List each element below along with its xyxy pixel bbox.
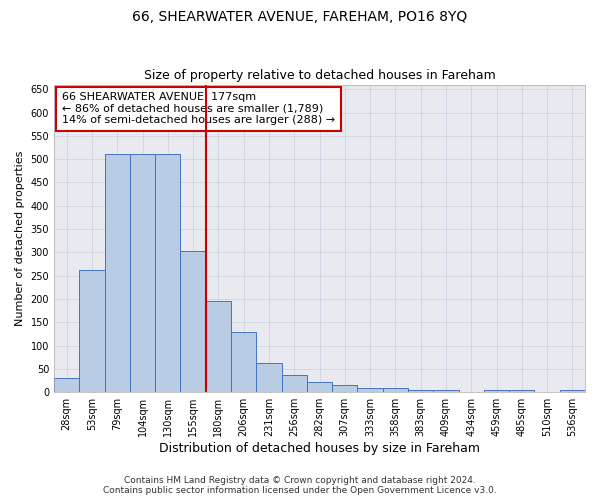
Bar: [54, 378, 79, 392]
Title: Size of property relative to detached houses in Fareham: Size of property relative to detached ho…: [143, 69, 496, 82]
Bar: [509, 390, 535, 392]
Y-axis label: Number of detached properties: Number of detached properties: [15, 150, 25, 326]
Bar: [104, 154, 130, 392]
Bar: [484, 390, 509, 392]
Bar: [358, 388, 383, 392]
Text: Contains HM Land Registry data © Crown copyright and database right 2024.
Contai: Contains HM Land Registry data © Crown c…: [103, 476, 497, 495]
Text: 66 SHEARWATER AVENUE: 177sqm
← 86% of detached houses are smaller (1,789)
14% of: 66 SHEARWATER AVENUE: 177sqm ← 86% of de…: [62, 92, 335, 126]
Bar: [281, 375, 307, 392]
Bar: [206, 302, 231, 392]
Bar: [332, 385, 358, 392]
Bar: [155, 154, 181, 392]
Bar: [181, 251, 206, 392]
Bar: [231, 332, 256, 392]
Bar: [256, 363, 281, 392]
Bar: [307, 382, 332, 392]
Bar: [408, 390, 433, 392]
Bar: [433, 390, 458, 392]
X-axis label: Distribution of detached houses by size in Fareham: Distribution of detached houses by size …: [159, 442, 480, 455]
Bar: [79, 270, 104, 392]
Text: 66, SHEARWATER AVENUE, FAREHAM, PO16 8YQ: 66, SHEARWATER AVENUE, FAREHAM, PO16 8YQ: [133, 10, 467, 24]
Bar: [383, 388, 408, 392]
Bar: [130, 154, 155, 392]
Bar: [560, 390, 585, 392]
